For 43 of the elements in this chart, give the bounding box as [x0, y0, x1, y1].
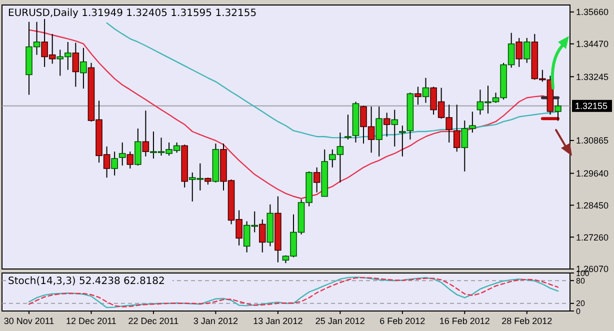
x-tick-label: 6 Feb 2012 — [380, 316, 426, 326]
candlestick — [126, 151, 134, 169]
x-tick-label: 16 Feb 2012 — [439, 316, 490, 326]
candlestick — [72, 42, 80, 88]
x-tick-label: 28 Feb 2012 — [502, 316, 552, 326]
candlestick — [391, 109, 398, 148]
x-tick-label: 13 Jan 2012 — [253, 316, 303, 326]
y-tick-label: 1.35660 — [576, 7, 609, 18]
candlestick — [376, 106, 382, 157]
candlestick — [516, 37, 523, 68]
candlestick — [258, 218, 266, 253]
y-tick-label: 20 — [576, 299, 586, 308]
chart-title: EURUSD,Daily 1.31949 1.32405 1.31595 1.32155 — [8, 8, 257, 19]
candlestick — [344, 114, 352, 140]
candlestick — [453, 104, 460, 152]
candlestick — [383, 112, 390, 138]
y-tick-label: 1.30865 — [576, 136, 609, 146]
candlestick — [118, 142, 126, 166]
candlestick — [111, 151, 118, 176]
candlestick — [422, 77, 430, 104]
y-tick-label: 1.29640 — [576, 168, 609, 178]
candlestick — [554, 98, 562, 122]
x-tick-label: 30 Nov 2011 — [4, 316, 54, 326]
x-tick-label: 3 Jan 2012 — [193, 316, 238, 326]
y-tick-label: 0 — [576, 306, 581, 316]
x-tick-label: 12 Dec 2011 — [66, 316, 116, 326]
ref-line-label: 1.32155 — [575, 101, 608, 112]
y-tick-label: 1.34470 — [576, 39, 609, 50]
x-tick-label: 25 Jan 2012 — [315, 316, 365, 326]
line-series — [28, 29, 559, 200]
candlestick — [142, 110, 150, 157]
candlestick — [414, 86, 422, 106]
candlestick — [313, 166, 320, 193]
y-tick-label: 1.27260 — [576, 232, 609, 242]
candlestick — [523, 37, 530, 64]
x-tick-label: 22 Dec 2011 — [128, 316, 179, 326]
y-tick-label: 80 — [576, 276, 586, 286]
candlestick — [134, 128, 142, 166]
candlestick — [399, 125, 406, 157]
y-tick-label: 1.28450 — [576, 200, 609, 210]
chart-title: Stoch(14,3,3) 52.4238 62.8182 — [8, 276, 165, 287]
candlestick — [80, 47, 87, 90]
y-tick-label: 1.33245 — [576, 72, 609, 82]
